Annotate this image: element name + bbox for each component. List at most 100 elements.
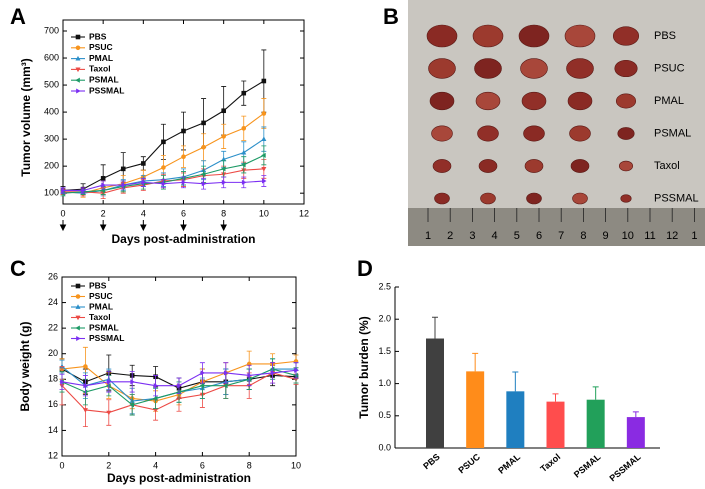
tumor [572,192,588,205]
y-tick-label: 16 [48,399,58,409]
error-bar [432,316,438,339]
legend-marker [75,304,81,309]
legend-marker [75,325,80,331]
row-label: PSUC [654,62,685,74]
ruler-label: 11 [644,230,655,242]
marker [269,366,275,372]
tumor [474,58,502,79]
marker [106,383,111,389]
y-tick-label: 18 [48,374,58,384]
marker [247,372,252,378]
error-bar [632,411,639,418]
x-tick-label: 2 [106,460,111,470]
marker [82,389,88,395]
panel-label: B [383,4,399,29]
ruler-label: 9 [603,230,609,242]
y-tick-label: 0.0 [378,442,391,452]
legend-label: PMAL [89,53,113,63]
y-tick-label: 1.0 [378,378,391,388]
legend-marker [75,294,81,299]
legend-label: PSUC [89,291,113,301]
tumor [569,125,591,142]
legend-label: PSMAL [89,74,119,84]
tumor [480,192,496,205]
marker [130,379,135,385]
photo-background [408,0,705,246]
panel-label: D [357,256,373,281]
bar [586,399,605,448]
marker [223,383,228,389]
error-bar [512,371,519,392]
marker [240,162,246,168]
row-label: PMAL [654,95,684,107]
error-bar [552,393,559,402]
marker [59,363,65,369]
y-tick-label: 600 [44,52,59,62]
ruler-label: 5 [514,230,520,242]
ruler-label: 2 [447,230,453,242]
marker [200,171,206,177]
tumor [566,58,594,79]
x-axis-label: Days post-administration [111,232,255,246]
panel-label: C [10,256,26,281]
legend-label: PSSMAL [89,333,124,343]
dose-arrow [140,220,147,232]
y-axis-label: Tumor burden (%) [357,316,371,418]
y-tick-label: 0.5 [378,410,391,420]
tumor [426,24,458,48]
dose-arrow [220,220,227,232]
marker [100,176,106,181]
bar [626,417,645,448]
marker [221,108,226,114]
tumor [614,59,638,78]
marker [60,379,65,385]
legend-marker [75,283,81,289]
y-tick-label: 200 [44,161,59,171]
legend-marker [75,55,81,61]
marker [181,128,186,134]
marker [129,402,135,408]
row-label: PSMAL [654,127,691,139]
x-tick-label: 2 [101,208,106,218]
tumor [620,194,632,203]
x-tick-label: 8 [247,460,252,470]
y-tick-label: 700 [44,25,59,35]
x-tick-label: PSMAL [572,451,603,479]
x-tick-label: PSSMAL [607,451,643,483]
marker [261,167,267,172]
x-tick-label: 6 [200,460,205,470]
x-tick-label: 12 [299,208,309,218]
tumor [567,91,593,111]
row-label: PSSMAL [654,192,699,204]
marker [293,372,298,378]
x-tick-label: 10 [259,208,269,218]
x-tick-label: 8 [221,208,226,218]
marker [199,383,205,389]
ruler-label: 6 [536,230,542,242]
marker [241,126,247,131]
y-tick-label: 400 [44,106,59,116]
marker [106,410,112,416]
dose-arrow [99,220,107,232]
ruler [408,208,705,246]
marker [294,367,299,373]
marker [261,178,267,184]
y-tick-label: 300 [44,134,59,144]
y-tick-label: 20 [48,348,58,358]
legend-marker [75,34,81,40]
legend-label: PSMAL [89,322,119,332]
dose-arrow [59,220,67,232]
tumor [428,58,456,79]
y-axis-label: Body weight (g) [18,322,32,412]
legend-label: PMAL [89,301,113,311]
marker [106,379,112,385]
marker [201,144,206,150]
tumor [612,26,640,46]
marker [177,383,182,389]
tumor [618,160,634,172]
x-axis-label: Days post-administration [107,471,251,485]
tumor [477,125,499,142]
marker [141,179,147,185]
x-tick-label: PBS [421,452,442,472]
ruler-label: 8 [580,230,586,242]
